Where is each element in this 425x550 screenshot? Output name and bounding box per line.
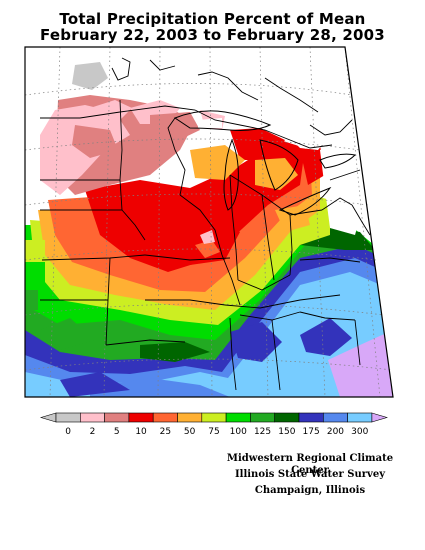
zone-lightblue-300 (25, 272, 393, 397)
zone-gray-0 (72, 62, 108, 90)
legend-tick-label: 0 (65, 427, 71, 437)
legend-swatch (177, 412, 203, 423)
legend-swatch (322, 412, 348, 423)
legend-swatch (55, 412, 81, 423)
legend-swatch (128, 412, 154, 423)
coastlines (111, 57, 371, 236)
map-date-range: February 22, 2003 to February 28, 2003 (40, 26, 385, 44)
legend-swatch (250, 412, 275, 423)
legend-tick-label: 50 (184, 427, 196, 437)
legend-tick-label: 125 (254, 427, 271, 437)
state-boundaries (40, 99, 361, 391)
legend-tick-label: 150 (278, 427, 295, 437)
great-lakes (173, 110, 357, 216)
legend-arrow-high (371, 412, 388, 423)
zone-lavender-over300 (328, 330, 393, 397)
legend-tick-label: 100 (230, 427, 247, 437)
legend-arrow-low (39, 412, 57, 423)
legend-swatch (152, 412, 178, 423)
lake-michigan (223, 138, 239, 211)
credit-location: Champaign, Illinois (254, 485, 366, 496)
legend-swatch (80, 412, 105, 423)
legend-tick-label: 25 (160, 427, 171, 437)
legend-swatch (274, 412, 300, 423)
legend-tick-label: 10 (135, 427, 147, 437)
lake-huron (259, 139, 299, 191)
lake-superior (173, 110, 272, 131)
legend-tick-label: 2 (90, 427, 96, 437)
map-title: Total Precipitation Percent of Mean (59, 10, 366, 28)
credit-organization: Midwestern Regional Climate Center (226, 453, 394, 476)
legend-swatch (104, 412, 130, 423)
legend-swatch (201, 412, 227, 423)
lake-erie (278, 186, 332, 216)
legend-swatch (225, 412, 251, 423)
legend-swatch (298, 412, 324, 423)
lake-ontario (319, 153, 357, 169)
legend-tick-label: 175 (303, 427, 320, 437)
legend-tick-label: 5 (114, 427, 120, 437)
map-frame (24, 46, 394, 398)
legend-tick-label: 200 (327, 427, 344, 437)
legend-swatch (347, 412, 373, 423)
legend-tick-label: 300 (351, 427, 368, 437)
credit-agency: Illinois State Water Survey (234, 469, 386, 480)
legend-tick-label: 75 (208, 427, 219, 437)
